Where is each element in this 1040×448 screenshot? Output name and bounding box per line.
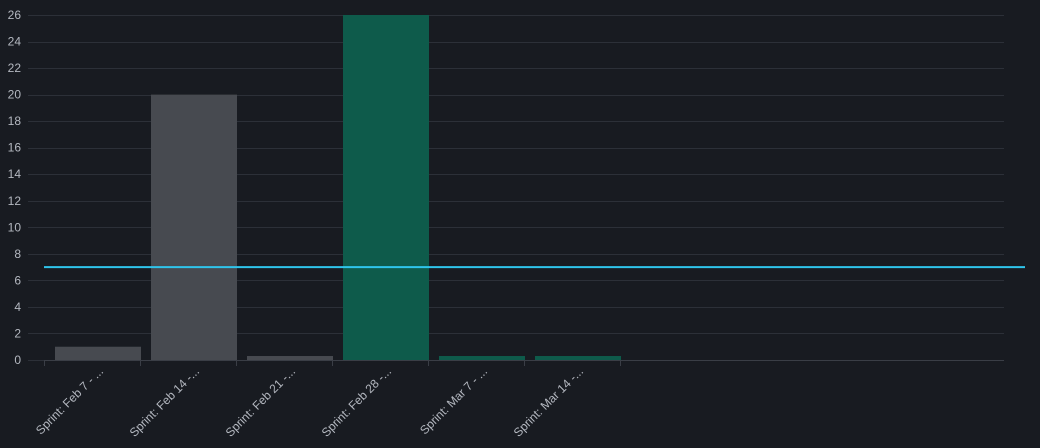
- x-axis-labels: Sprint: Feb 7 - ... Sprint: Feb 14 -... Sp…: [33, 364, 586, 439]
- y-tick-label: 14: [8, 167, 22, 181]
- bar[interactable]: [343, 15, 429, 360]
- x-category-label: Sprint: Feb 7 - ...: [33, 364, 106, 437]
- y-tick-label: 8: [14, 247, 21, 261]
- y-tick-label: 6: [14, 273, 21, 287]
- bar[interactable]: [55, 346, 141, 360]
- bar[interactable]: [535, 356, 621, 360]
- y-tick-label: 16: [8, 141, 22, 155]
- bar[interactable]: [151, 94, 237, 360]
- y-tick-label: 18: [8, 114, 22, 128]
- bar[interactable]: [439, 356, 525, 360]
- y-tick-label: 24: [8, 35, 22, 49]
- y-tick-label: 26: [8, 8, 22, 22]
- y-tick-label: 4: [14, 300, 21, 314]
- y-tick-label: 0: [14, 353, 21, 367]
- y-tick-label: 20: [8, 88, 22, 102]
- y-tick-label: 10: [8, 220, 22, 234]
- x-category-label: Sprint: Feb 14 -...: [127, 364, 202, 439]
- bar[interactable]: [247, 356, 333, 360]
- x-category-label: Sprint: Feb 28 -...: [319, 364, 394, 439]
- x-axis: [44, 360, 1004, 366]
- x-category-label: Sprint: Feb 21 -...: [223, 364, 298, 439]
- x-category-label: Sprint: Mar 7 - ...: [417, 364, 490, 437]
- y-tick-label: 22: [8, 61, 22, 75]
- bars: [55, 15, 621, 360]
- x-category-label: Sprint: Mar 14 -...: [511, 364, 586, 439]
- y-tick-label: 2: [14, 326, 21, 340]
- y-tick-label: 12: [8, 194, 22, 208]
